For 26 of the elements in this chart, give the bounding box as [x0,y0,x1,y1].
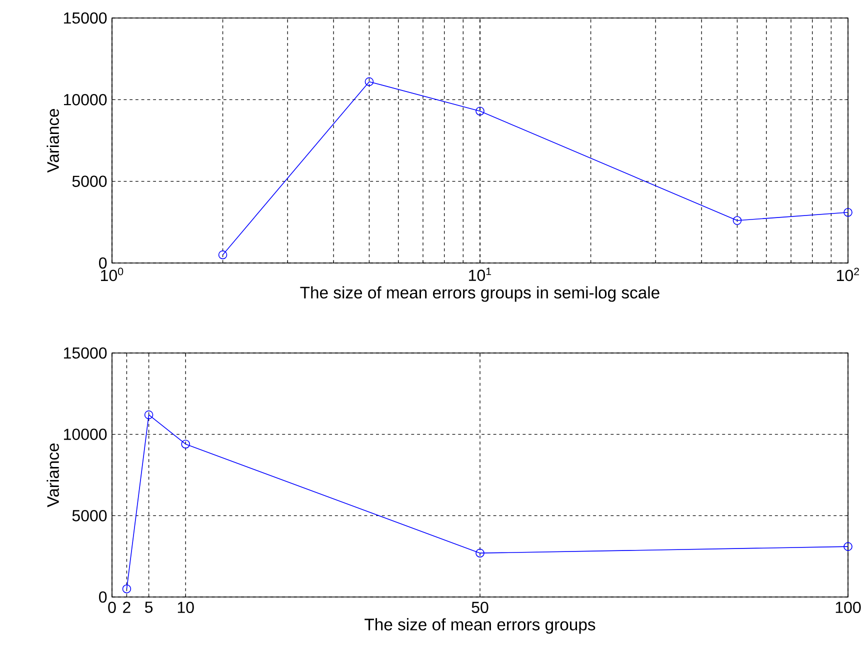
x-axis-title: The size of mean errors groups [364,618,596,634]
point [144,410,154,420]
x-tick-label: 100 [836,602,861,614]
x-tick-label: 50 [472,602,488,614]
y-tick-label: 15000 [64,347,107,359]
y-tick-label: 5000 [72,510,107,522]
y-tick-label: 15000 [64,12,107,24]
point [844,542,852,551]
x-tick-label: 5 [145,602,153,613]
x-tick-label: 0 [108,602,116,614]
x-tick-label: 10 [178,602,194,614]
y-tick-label: 5000 [72,176,107,187]
y-tick-label: 0 [99,257,107,269]
x-tick-label: 2 [123,602,130,613]
point [122,584,132,594]
y-axis-title: Variance [46,108,59,173]
x-axis-title: The size of mean errors groups in semi-log scale [300,286,660,302]
y-axis-title: Variance [46,443,59,508]
x-tick-label: 10$^{1}$ [469,268,492,281]
point [181,440,190,448]
point [476,548,484,558]
x-tick-label: 10$^{0}$ [101,268,124,282]
y-tick-label: 0 [99,591,107,603]
y-tick-label: 10000 [64,94,107,106]
y-tick-label: 10000 [64,428,107,440]
x-tick-label: 10$^{2}$ [837,268,859,282]
